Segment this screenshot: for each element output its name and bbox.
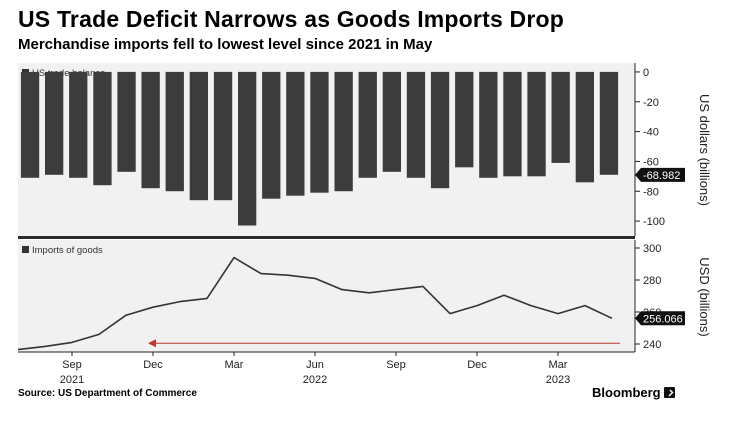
- legend-label: Imports of goods: [32, 245, 103, 256]
- imports-y-tick-label: 300: [643, 243, 661, 255]
- imports-y-axis-title: USD (billions): [697, 257, 712, 336]
- imports-last-value-callout: [635, 311, 685, 326]
- trade-balance-last-value-label: -68.982: [643, 170, 680, 182]
- imports-y-tick-label: 240: [643, 339, 661, 351]
- trade-balance-bar: [20, 71, 40, 178]
- chart-title: US Trade Deficit Narrows as Goods Import…: [18, 6, 564, 32]
- brand-name: Bloomberg: [592, 385, 661, 400]
- trade-balance-bar: [503, 71, 522, 177]
- imports-y-tick-label: 280: [643, 275, 661, 287]
- trade-balance-bar: [286, 71, 305, 196]
- trade-balance-bar: [93, 71, 112, 186]
- arrow-head-icon: [148, 339, 156, 348]
- imports-series-line: [17, 256, 613, 351]
- x-tick-label: Dec: [467, 359, 487, 371]
- trade-balance-y-tick-label: -60: [643, 156, 659, 168]
- x-tick-label: Sep: [62, 359, 82, 371]
- trade-balance-y-tick-label: -100: [643, 216, 665, 228]
- x-tick-label: Mar: [225, 359, 244, 371]
- trade-balance-bar: [358, 71, 377, 178]
- legend-swatch-icon: [22, 246, 29, 253]
- trade-balance-bar: [527, 71, 546, 177]
- trade-balance-bar: [430, 71, 450, 189]
- trade-balance-y-tick-label: -20: [643, 97, 659, 109]
- trade-balance-bar: [599, 71, 619, 175]
- x-tick-label: Sep: [386, 359, 406, 371]
- x-tick-year-label: 2021: [60, 374, 84, 386]
- imports-last-value-label: 256.066: [643, 313, 683, 325]
- trade-balance-bar: [45, 71, 64, 175]
- trade-balance-bar: [262, 71, 281, 199]
- bloomberg-mark-icon: [663, 387, 675, 398]
- trade-balance-bar: [310, 71, 329, 193]
- trade-balance-bar: [117, 71, 136, 172]
- trade-balance-bar: [69, 71, 88, 178]
- source-note: Source: US Department of Commerce: [18, 388, 197, 399]
- brand-logo: Bloomberg: [592, 385, 675, 400]
- legend-imports: Imports of goods: [22, 245, 103, 256]
- trade-balance-bar: [165, 71, 184, 192]
- trade-balance-bar: [406, 71, 426, 178]
- legend-label: US trade balance: [32, 68, 106, 79]
- trade-balance-bar: [141, 71, 160, 189]
- trade-balance-y-tick-label: -40: [643, 127, 659, 139]
- trade-balance-bar: [189, 71, 208, 201]
- trade-balance-y-tick-label: -80: [643, 186, 659, 198]
- chart-subtitle: Merchandise imports fell to lowest level…: [18, 36, 433, 53]
- x-tick-year-label: 2022: [303, 374, 327, 386]
- trade-balance-bar: [575, 71, 594, 183]
- trade-balance-y-tick-label: 0: [643, 67, 649, 79]
- x-tick-label: Jun: [306, 359, 324, 371]
- trade-balance-bar: [334, 71, 353, 192]
- trade-balance-last-value-callout: [635, 167, 685, 182]
- imports-panel: [18, 240, 635, 352]
- trade-balance-bar: [479, 71, 498, 178]
- x-tick-label: Mar: [549, 359, 568, 371]
- trade-balance-bar: [238, 71, 257, 226]
- trade-balance-y-axis-title: US dollars (billions): [697, 94, 712, 206]
- trade-balance-bar: [551, 71, 570, 163]
- trade-balance-bar: [382, 71, 401, 172]
- trade-balance-bar: [213, 71, 233, 201]
- x-tick-label: Dec: [143, 359, 163, 371]
- x-tick-year-label: 2023: [546, 374, 570, 386]
- panel-divider: [18, 236, 635, 239]
- trade-balance-bar: [455, 71, 474, 168]
